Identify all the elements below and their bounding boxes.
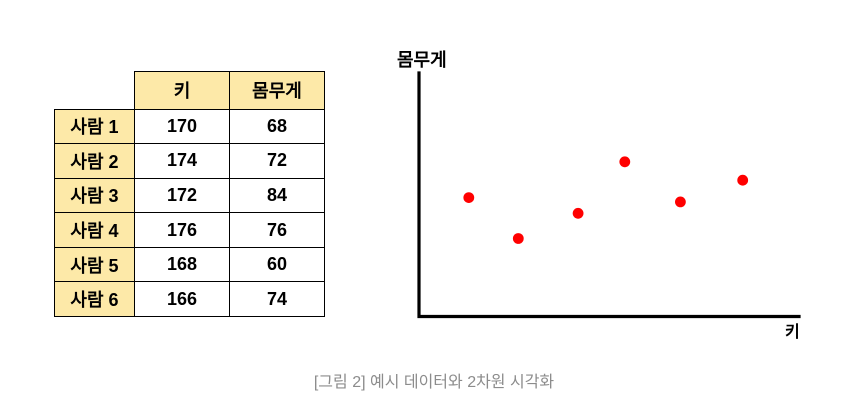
- svg-text:몸무게: 몸무게: [397, 50, 447, 70]
- svg-text:키: 키: [785, 323, 800, 341]
